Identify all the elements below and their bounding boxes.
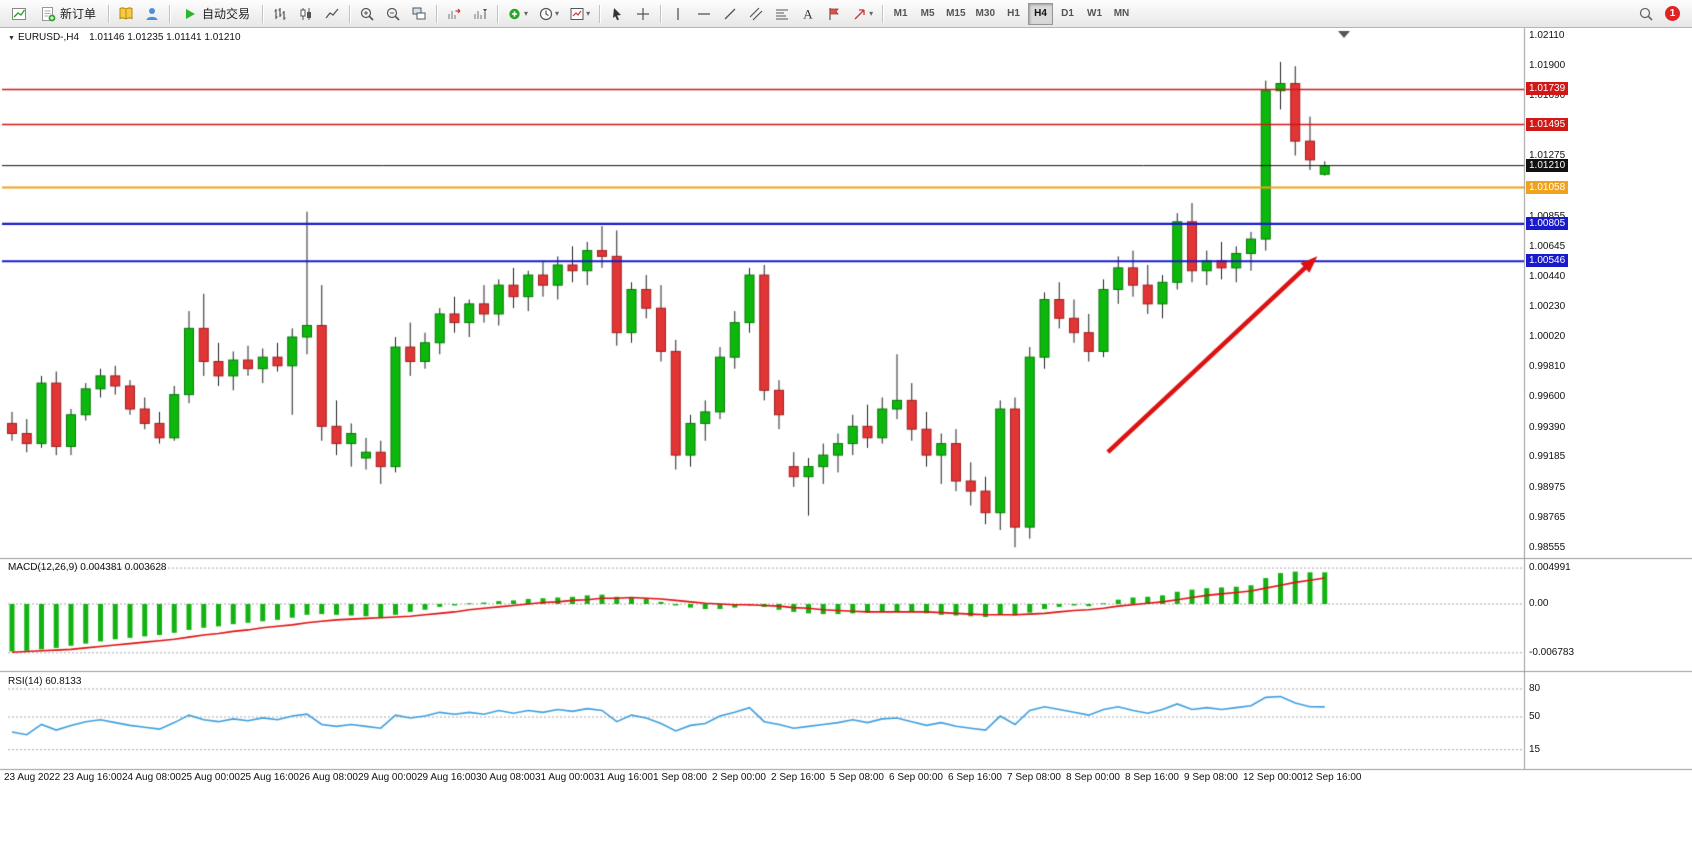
timeframe-button-h4[interactable]: H4 xyxy=(1028,2,1053,25)
zoom-in-icon xyxy=(360,7,374,21)
trendline-tool-button[interactable] xyxy=(718,3,742,25)
timeframe-button-m15[interactable]: M15 xyxy=(942,3,969,25)
timeframe-button-m5[interactable]: M5 xyxy=(915,3,940,25)
zoom-out-icon xyxy=(386,7,400,21)
timeframe-button-h1[interactable]: H1 xyxy=(1001,3,1026,25)
horizontal-line-tool-button[interactable] xyxy=(692,3,716,25)
bar-chart-mode-button[interactable] xyxy=(268,3,292,25)
tile-windows-button[interactable] xyxy=(407,3,431,25)
channel-icon xyxy=(749,7,763,20)
notification-badge[interactable]: 1 xyxy=(1665,6,1680,21)
new-order-label: 新订单 xyxy=(60,7,97,21)
auto-trading-label: 自动交易 xyxy=(202,7,251,21)
timeframe-button-mn[interactable]: MN xyxy=(1109,3,1134,25)
indicators-icon xyxy=(509,8,520,19)
main-toolbar: 新订单 自动交易 ▾ ▾ ▾ xyxy=(0,0,1692,28)
arrows-icon xyxy=(854,8,865,19)
toolbar-separator xyxy=(262,4,264,23)
new-chart-icon xyxy=(12,7,26,20)
zoom-in-button[interactable] xyxy=(355,3,379,25)
toolbar-separator xyxy=(436,4,438,23)
periods-button[interactable]: ▾ xyxy=(534,3,563,25)
chevron-down-icon: ▾ xyxy=(524,9,529,18)
new-chart-button[interactable] xyxy=(7,3,31,25)
fibonacci-tool-button[interactable] xyxy=(770,3,794,25)
toolbar-separator xyxy=(108,4,110,23)
crosshair-icon xyxy=(637,7,650,20)
auto-scroll-button[interactable] xyxy=(442,3,466,25)
book-icon xyxy=(119,7,133,20)
autotrading-play-icon xyxy=(186,8,196,19)
indicators-button[interactable]: ▾ xyxy=(503,3,532,25)
timeframe-button-d1[interactable]: D1 xyxy=(1055,3,1080,25)
line-chart-mode-button[interactable] xyxy=(320,3,344,25)
line-chart-icon xyxy=(325,8,339,18)
candle-chart-mode-button[interactable] xyxy=(294,3,318,25)
svg-text:A: A xyxy=(803,6,813,21)
vertical-line-tool-button[interactable] xyxy=(666,3,690,25)
toolbar-separator xyxy=(169,4,171,23)
crosshair-tool-button[interactable] xyxy=(631,3,655,25)
tile-windows-icon xyxy=(412,7,426,19)
label-flag-icon xyxy=(829,7,839,20)
toolbar-separator xyxy=(882,4,884,23)
timeframe-button-m30[interactable]: M30 xyxy=(972,3,999,25)
search-icon xyxy=(1639,7,1653,21)
label-tool-button[interactable] xyxy=(822,3,846,25)
text-tool-button[interactable]: A xyxy=(796,3,820,25)
bar-chart-icon xyxy=(274,7,286,20)
new-order-button[interactable]: 新订单 xyxy=(33,3,103,25)
market-book-button[interactable] xyxy=(114,3,138,25)
toolbar-separator xyxy=(660,4,662,23)
periods-clock-icon xyxy=(539,7,553,20)
timeframe-button-m1[interactable]: M1 xyxy=(888,3,913,25)
timeframe-button-w1[interactable]: W1 xyxy=(1082,3,1107,25)
chevron-down-icon: ▾ xyxy=(555,9,560,18)
candle-chart-icon xyxy=(300,7,312,20)
arrows-tool-button[interactable]: ▾ xyxy=(848,3,877,25)
new-order-icon xyxy=(42,6,56,21)
chevron-down-icon: ▾ xyxy=(586,9,591,18)
templates-button[interactable]: ▾ xyxy=(565,3,594,25)
chart-shift-icon xyxy=(474,8,488,19)
cursor-icon xyxy=(613,7,622,20)
toolbar-separator xyxy=(349,4,351,23)
fibonacci-icon xyxy=(776,8,789,20)
community-button[interactable] xyxy=(140,3,164,25)
chart-shift-button[interactable] xyxy=(468,3,492,25)
zoom-out-button[interactable] xyxy=(381,3,405,25)
auto-trading-button[interactable]: 自动交易 xyxy=(175,3,257,25)
chevron-down-icon: ▾ xyxy=(869,9,874,18)
toolbar-separator xyxy=(497,4,499,23)
template-icon xyxy=(570,7,584,20)
trendline-icon xyxy=(724,8,736,19)
user-icon xyxy=(146,7,158,20)
search-button[interactable] xyxy=(1634,3,1658,25)
toolbar-separator xyxy=(599,4,601,23)
text-icon: A xyxy=(803,6,813,21)
vertical-line-icon xyxy=(677,7,679,20)
auto-scroll-icon xyxy=(448,8,461,19)
channel-tool-button[interactable] xyxy=(744,3,768,25)
horizontal-line-icon xyxy=(698,12,711,15)
cursor-tool-button[interactable] xyxy=(605,3,629,25)
